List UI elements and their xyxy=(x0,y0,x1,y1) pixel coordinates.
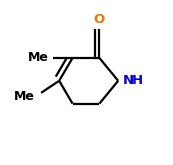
Text: O: O xyxy=(94,13,105,26)
Text: H: H xyxy=(132,74,143,87)
Text: Me: Me xyxy=(28,51,48,64)
Text: Me: Me xyxy=(14,90,35,102)
Text: N: N xyxy=(123,74,134,87)
